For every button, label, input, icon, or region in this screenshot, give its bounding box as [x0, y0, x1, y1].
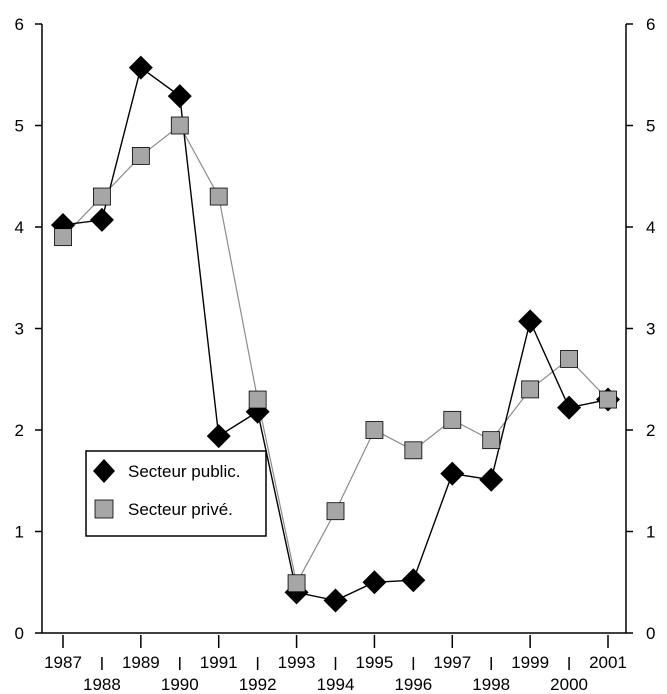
point-private [209, 187, 228, 206]
x-tick-label: 1996 [394, 675, 432, 694]
legend-item-private: Secteur privé. [94, 499, 233, 519]
y-tick-label-right: 6 [646, 15, 655, 34]
point-private [54, 228, 72, 247]
point-public [440, 461, 465, 486]
legend-item-public: Secteur public. [93, 459, 240, 483]
legend-label-private: Secteur privé. [128, 500, 233, 519]
point-private [287, 574, 306, 593]
series-markers [51, 55, 620, 613]
y-tick-label-left: 1 [15, 523, 24, 542]
y-tick-label-left: 5 [15, 117, 24, 136]
x-tick-label: 1987 [44, 653, 82, 672]
y-tick-label-left: 6 [15, 15, 24, 34]
x-tick-label: 1992 [239, 675, 277, 694]
axes: 0 01 12 23 34 45 56 619871988198919901991199219… [15, 15, 656, 694]
x-tick-label: 1999 [511, 653, 549, 672]
x-tick-label: 2001 [589, 653, 627, 672]
point-public [362, 570, 387, 595]
y-tick-label-left: 3 [15, 320, 24, 339]
point-public [401, 568, 426, 593]
point-public [479, 467, 504, 492]
point-private [326, 502, 345, 521]
legend-box [85, 450, 267, 537]
x-tick-label: 1988 [83, 675, 121, 694]
x-tick-label: 1990 [161, 675, 199, 694]
y-tick-label-right: 5 [646, 117, 655, 136]
legend: Secteur public. Secteur privé. [85, 450, 267, 537]
point-private [170, 116, 189, 135]
point-public [323, 588, 348, 613]
y-tick-label-right: 3 [646, 320, 655, 339]
point-public [557, 395, 582, 420]
point-public [128, 55, 153, 80]
point-public [167, 84, 192, 109]
y-tick-label-right: 1 [646, 523, 655, 542]
y-tick-label-right: 2 [646, 421, 655, 440]
x-tick-label: 1998 [472, 675, 510, 694]
x-tick-label: 1991 [200, 653, 238, 672]
y-tick-label-right: 0 [646, 624, 655, 643]
point-public [518, 309, 543, 334]
x-tick-label: 2000 [550, 675, 588, 694]
point-private [521, 380, 540, 399]
point-public [89, 207, 114, 232]
legend-label-public: Secteur public. [128, 462, 240, 481]
point-private [443, 410, 462, 429]
point-private [93, 187, 111, 206]
y-tick-label-left: 4 [15, 218, 24, 237]
point-private [365, 421, 384, 439]
legend-marker-square [94, 499, 114, 519]
x-tick-label: 1989 [122, 653, 160, 672]
y-tick-label-left: 2 [15, 421, 24, 440]
point-private [131, 147, 150, 165]
y-tick-label-left: 0 [15, 624, 24, 643]
point-public [206, 424, 231, 449]
point-private [482, 431, 501, 450]
point-private [560, 350, 578, 368]
x-tick-label: 1993 [278, 653, 316, 672]
point-private [404, 441, 423, 460]
x-tick-label: 1995 [356, 653, 394, 672]
x-tick-label: 1997 [433, 653, 471, 672]
y-tick-label-right: 4 [646, 218, 655, 237]
legend-marker-diamond [93, 459, 115, 483]
point-private [248, 390, 267, 409]
x-tick-label: 1994 [317, 675, 355, 694]
point-private [599, 390, 617, 409]
